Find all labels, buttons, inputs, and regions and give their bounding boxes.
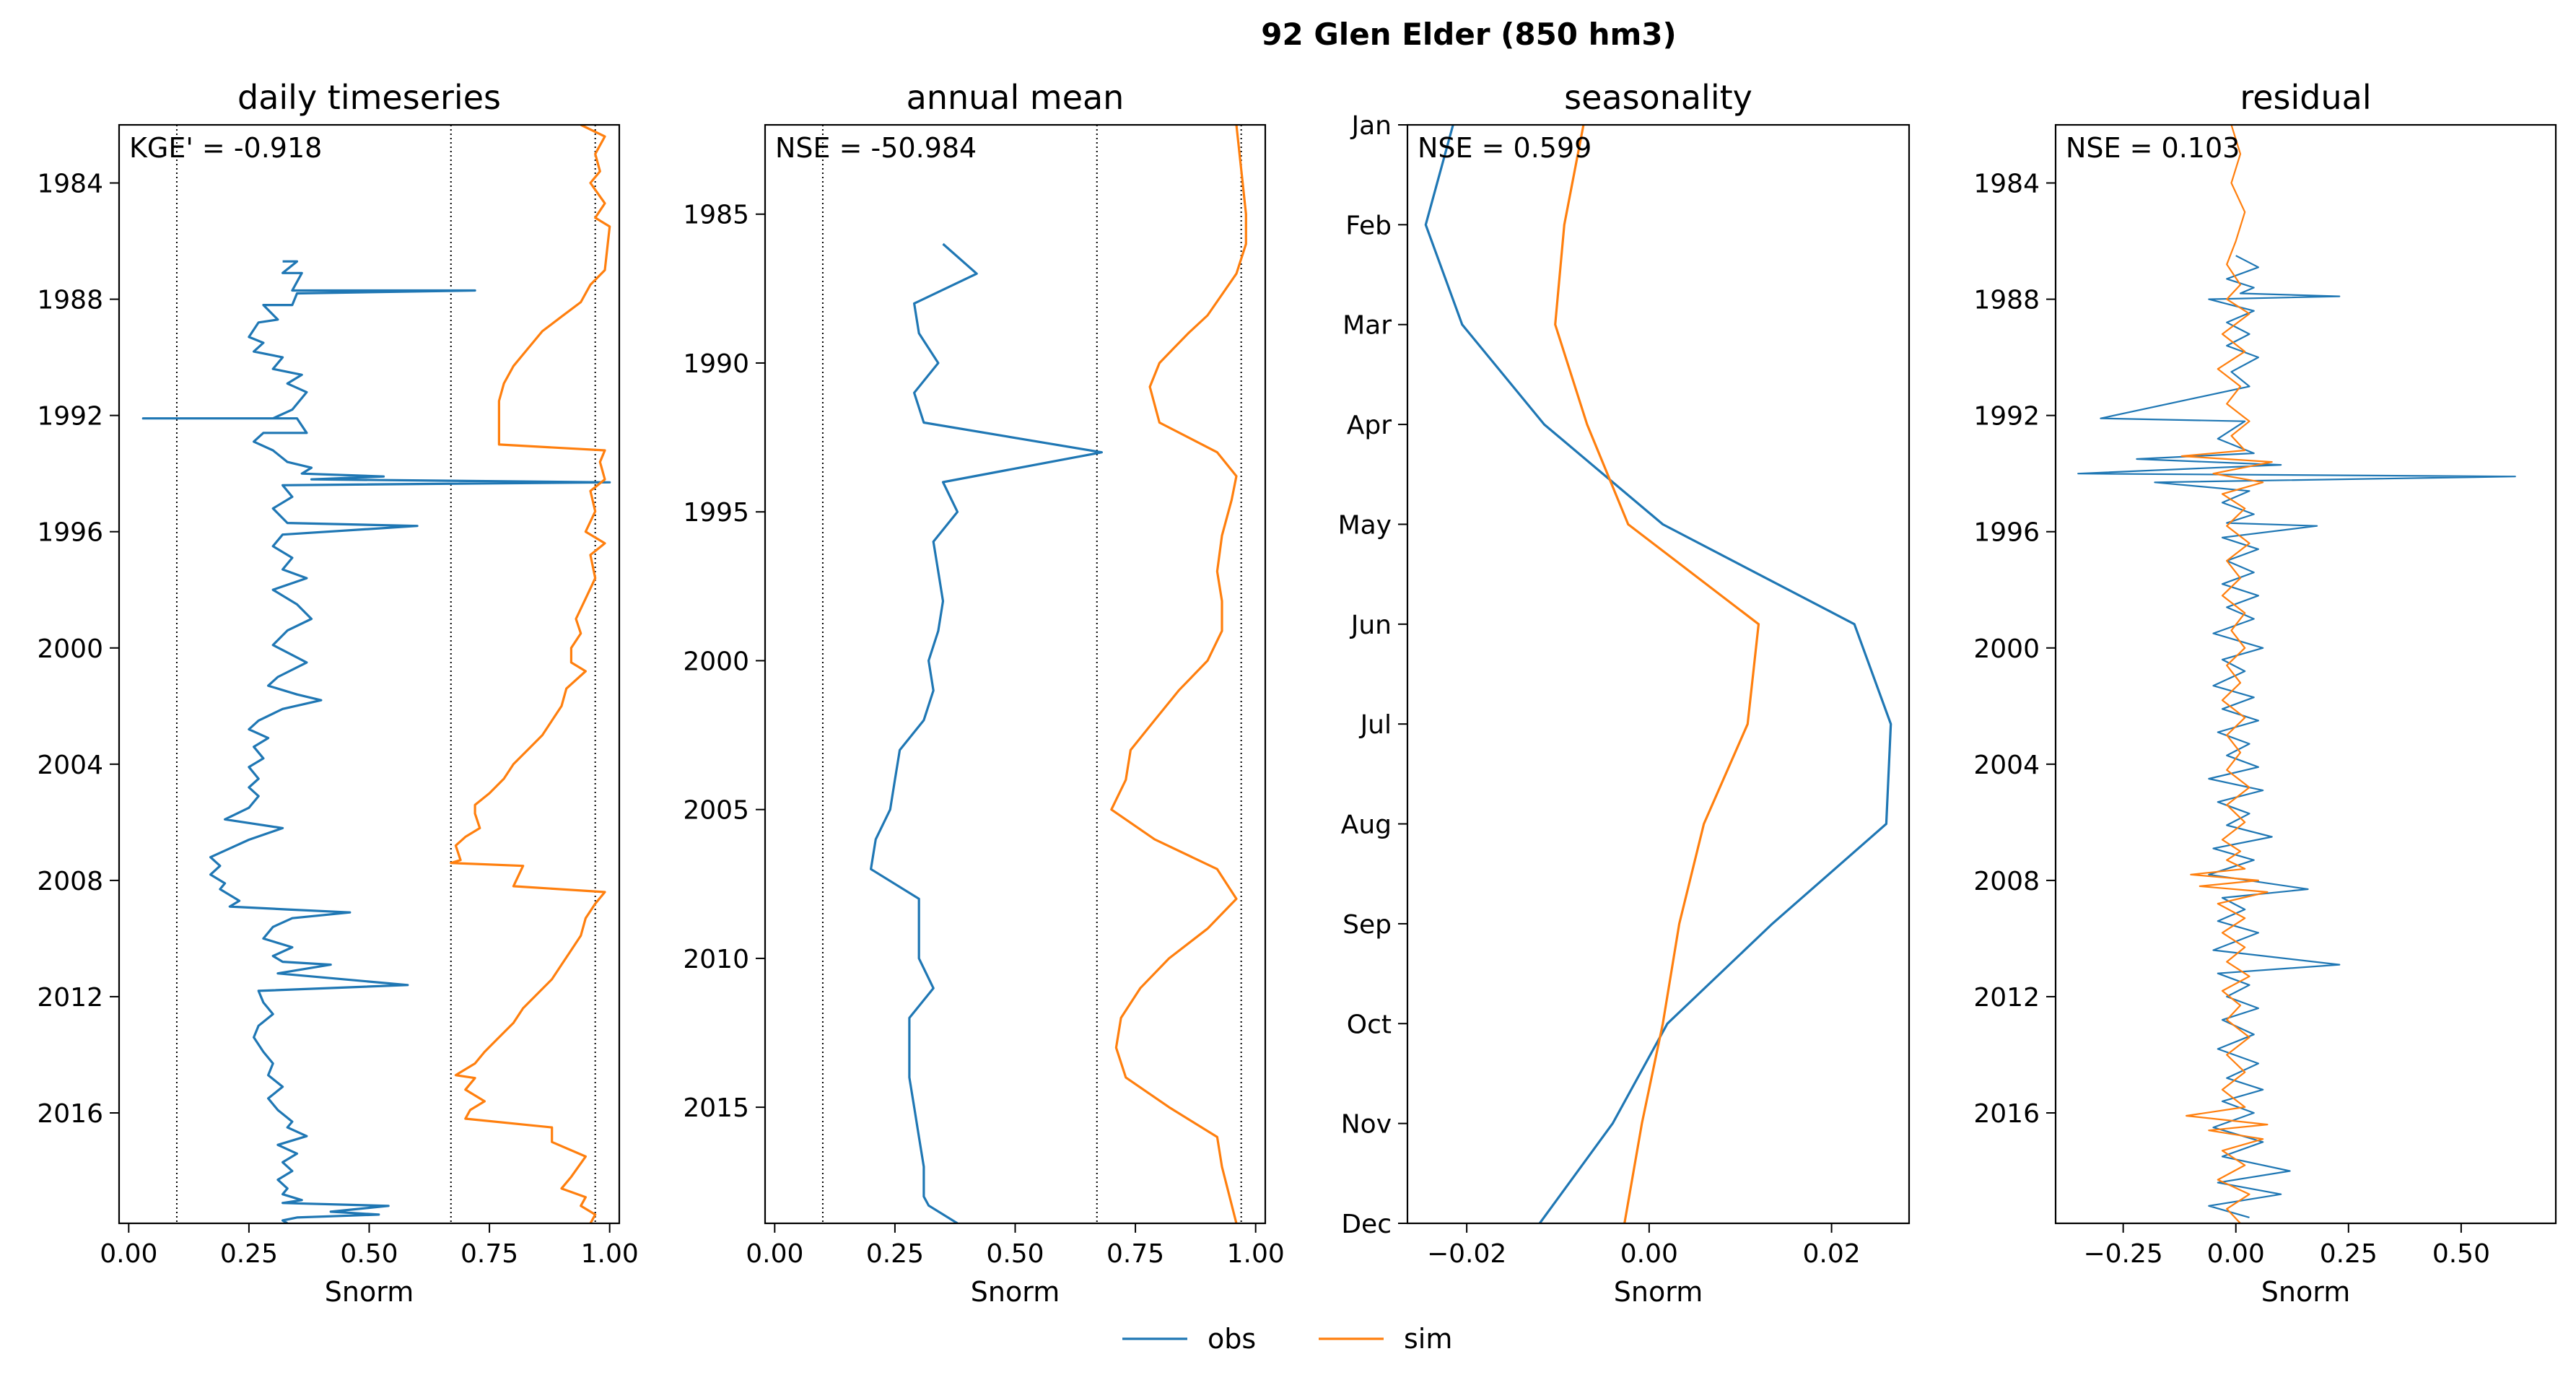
y-tick-label: 2000 <box>1973 634 2040 664</box>
x-tick-label: 0.00 <box>1620 1239 1678 1269</box>
legend: obs sim <box>1122 1323 1452 1355</box>
y-tick-label: 1995 <box>683 498 749 528</box>
x-tick-label: 0.75 <box>1106 1239 1164 1269</box>
y-tick-label: 2005 <box>683 796 749 826</box>
y-tick-label: Aug <box>1341 811 1392 840</box>
series-obs-line <box>869 243 1104 1223</box>
y-tick-label: Sep <box>1342 910 1392 940</box>
x-tick-label: 0.00 <box>746 1239 803 1269</box>
axes-frame <box>1406 123 1911 1225</box>
y-tick-label: 1992 <box>37 402 103 432</box>
x-tick-label: 0.50 <box>340 1239 398 1269</box>
metric-annotation: KGE' = -0.918 <box>129 132 322 164</box>
x-tick-label: 0.75 <box>460 1239 518 1269</box>
x-tick-label: 0.02 <box>1803 1239 1861 1269</box>
y-tick-label: 1985 <box>683 201 749 230</box>
series-sim-line <box>1554 125 1760 1223</box>
y-tick-label: Feb <box>1345 211 1392 240</box>
metric-annotation: NSE = 0.103 <box>2066 132 2240 164</box>
metric-annotation: NSE = 0.599 <box>1418 132 1592 164</box>
y-tick-label: 2015 <box>683 1093 749 1123</box>
y-tick-label: 2000 <box>37 634 103 664</box>
y-tick-label: Dec <box>1341 1210 1392 1239</box>
y-tick-label: 1990 <box>683 349 749 379</box>
y-tick-label: 2012 <box>37 983 103 1013</box>
y-tick-label: 2012 <box>1973 983 2040 1013</box>
series-sim-line <box>1110 125 1247 1223</box>
y-tick-label: Jan <box>1350 111 1392 141</box>
legend-obs-label: obs <box>1208 1323 1256 1355</box>
panel-1: 0.00 0.25 0.50 0.75 1.00 1984 1988 1992 1996 2000… <box>37 78 638 1308</box>
y-tick-label: 1996 <box>37 518 103 548</box>
y-tick-label: 2008 <box>37 867 103 896</box>
y-tick-label: Oct <box>1347 1010 1392 1039</box>
figure-suptitle: 92 Glen Elder (850 hm3) <box>1261 17 1677 52</box>
y-tick-label: 2004 <box>37 751 103 780</box>
x-tick-label: 0.25 <box>220 1239 278 1269</box>
series-group <box>141 125 611 1223</box>
y-tick-label: Apr <box>1347 411 1392 440</box>
y-tick-label: 2016 <box>1973 1099 2040 1129</box>
y-tick-label: 2004 <box>1973 751 2040 780</box>
series-obs-line <box>141 260 611 1223</box>
panel-4: −0.25 0.00 0.25 0.50 1984 1988 1992 1996 2000 200… <box>1973 78 2557 1308</box>
x-axis-label: Snorm <box>1614 1276 1703 1308</box>
series-group <box>2077 125 2516 1223</box>
y-tick-label: 1984 <box>1973 170 2040 199</box>
y-tick-label: Jul <box>1359 710 1392 740</box>
x-tick-label: 0.25 <box>2320 1239 2378 1269</box>
y-tick-label: Mar <box>1342 311 1392 341</box>
series-group <box>869 125 1247 1223</box>
metric-annotation: NSE = -50.984 <box>775 132 977 164</box>
series-group <box>1424 125 1892 1223</box>
panel-title: residual <box>2240 78 2371 117</box>
x-tick-label: 0.50 <box>2432 1239 2490 1269</box>
x-axis-label: Snorm <box>971 1276 1060 1308</box>
axes-frame <box>2054 123 2557 1225</box>
x-tick-label: 1.00 <box>1227 1239 1285 1269</box>
panel-title: daily timeseries <box>237 78 501 117</box>
x-tick-label: 0.00 <box>100 1239 157 1269</box>
series-sim-line <box>450 125 611 1223</box>
y-tick-label: 1996 <box>1973 518 2040 548</box>
series-sim-line <box>2180 125 2273 1223</box>
y-tick-label: 1988 <box>37 286 103 315</box>
y-tick-label: May <box>1338 510 1392 540</box>
y-tick-label: 2000 <box>683 647 749 676</box>
x-tick-label: −0.02 <box>1427 1239 1506 1269</box>
y-tick-label: Nov <box>1341 1110 1392 1140</box>
y-tick-label: 2008 <box>1973 867 2040 896</box>
x-tick-label: −0.25 <box>2083 1239 2162 1269</box>
x-axis-label: Snorm <box>2261 1276 2350 1308</box>
y-tick-label: 2010 <box>683 945 749 974</box>
panel-title: seasonality <box>1564 78 1752 117</box>
legend-sim-label: sim <box>1404 1323 1452 1355</box>
x-axis-label: Snorm <box>325 1276 414 1308</box>
x-tick-label: 0.25 <box>866 1239 924 1269</box>
y-tick-label: 1988 <box>1973 286 2040 315</box>
y-tick-label: 1992 <box>1973 402 2040 432</box>
y-tick-label: 1984 <box>37 170 103 199</box>
panel-3: −0.02 0.00 0.02 Jan Feb Mar Apr May Jun Jul Aug Sep… <box>1338 78 1911 1308</box>
panels: 0.00 0.25 0.50 0.75 1.00 1984 1988 1992 1996 2000… <box>37 78 2557 1308</box>
y-tick-label: 2016 <box>37 1099 103 1129</box>
x-tick-label: 1.00 <box>581 1239 639 1269</box>
panel-title: annual mean <box>907 78 1125 117</box>
x-tick-label: 0.00 <box>2207 1239 2265 1269</box>
x-tick-label: 0.50 <box>986 1239 1044 1269</box>
y-tick-label: Jun <box>1350 611 1392 640</box>
panel-2: 0.00 0.25 0.50 0.75 1.00 1985 1990 1995 2000 2005… <box>683 78 1284 1308</box>
